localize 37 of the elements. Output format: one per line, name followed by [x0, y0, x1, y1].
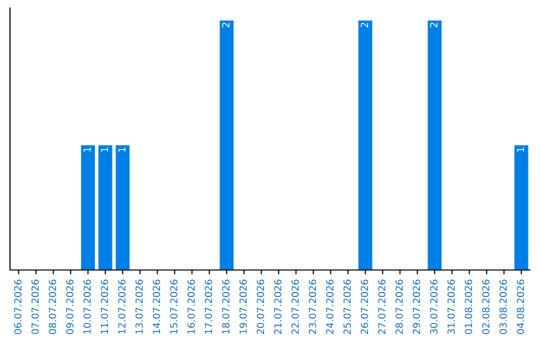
x-tick-label: 22.07.2026 — [291, 280, 299, 334]
x-tick-label: 20.07.2026 — [256, 280, 264, 334]
data-label: 1 — [516, 148, 524, 152]
x-tick-label: 06.07.2026 — [14, 280, 22, 334]
x-tick-label: 17.07.2026 — [204, 280, 212, 334]
x-tick-label: 02.08.2026 — [482, 280, 490, 334]
x-tick-label: 29.07.2026 — [412, 280, 420, 334]
x-tick-label: 13.07.2026 — [135, 280, 143, 334]
x-tick-label: 27.07.2026 — [378, 280, 386, 334]
x-tick-label: 08.07.2026 — [48, 280, 56, 334]
x-tick-label: 04.08.2026 — [516, 280, 524, 334]
x-tick-label: 03.08.2026 — [499, 280, 507, 334]
x-tick-label: 21.07.2026 — [274, 280, 282, 334]
x-tick-label: 31.07.2026 — [447, 280, 455, 334]
x-tick-label: 07.07.2026 — [31, 280, 39, 334]
data-label: 1 — [118, 148, 126, 152]
data-label: 2 — [360, 22, 368, 28]
x-tick-label: 16.07.2026 — [187, 280, 195, 334]
data-label: 2 — [430, 22, 438, 28]
x-tick-label: 24.07.2026 — [326, 280, 334, 334]
x-tick-label: 19.07.2026 — [239, 280, 247, 334]
x-tick-label: 30.07.2026 — [430, 280, 438, 334]
x-tick-label: 28.07.2026 — [395, 280, 403, 334]
x-tick-label: 14.07.2026 — [152, 280, 160, 334]
x-tick-label: 26.07.2026 — [360, 280, 368, 334]
x-tick-label: 15.07.2026 — [170, 280, 178, 334]
data-label: 2 — [222, 22, 230, 28]
x-tick-label: 09.07.2026 — [66, 280, 74, 334]
x-tick-label: 10.07.2026 — [83, 280, 91, 334]
data-label: 1 — [100, 148, 108, 152]
data-label: 1 — [84, 148, 91, 152]
x-tick-label: 25.07.2026 — [343, 280, 351, 334]
x-tick-label: 12.07.2026 — [118, 280, 126, 334]
x-tick-label: 23.07.2026 — [308, 280, 316, 334]
x-tick-label: 01.08.2026 — [464, 280, 472, 334]
x-tick-label: 18.07.2026 — [222, 280, 230, 334]
x-tick-label: 11.07.2026 — [100, 280, 108, 334]
